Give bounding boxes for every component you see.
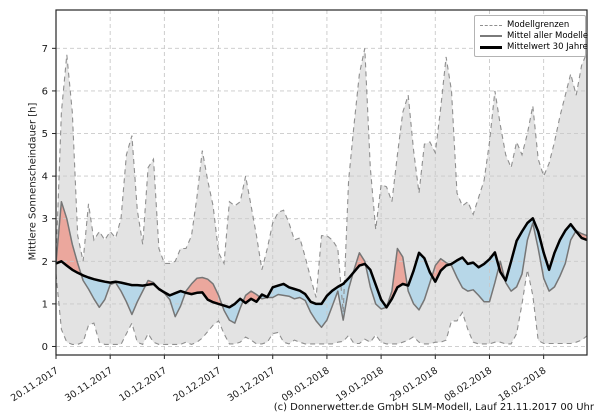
x-tick-label: 09.01.2018 xyxy=(280,365,332,404)
legend-item-model-mean: Mittel aller Modelle xyxy=(480,31,588,41)
y-tick-label: 7 xyxy=(42,44,48,55)
x-tick-label: 30.11.2017 xyxy=(63,365,115,404)
x-tick-label: 08.02.2018 xyxy=(442,365,494,404)
model-max-line xyxy=(55,48,588,313)
climate-mean-line xyxy=(55,217,588,309)
below-normal-fill xyxy=(449,252,499,302)
legend-label: Mittelwert 30 Jahre xyxy=(507,42,588,52)
y-tick-label: 5 xyxy=(42,129,48,140)
below-normal-fill xyxy=(407,252,432,310)
x-tick-label: 18.02.2018 xyxy=(497,365,549,404)
below-normal-fill xyxy=(158,289,186,317)
x-tick-label: 30.12.2017 xyxy=(226,365,278,404)
below-normal-fill xyxy=(504,218,576,292)
y-axis-label: Mittlere Sonnenscheindauer [h] xyxy=(27,102,39,261)
plot-frame xyxy=(55,9,588,356)
x-tick-label: 19.01.2018 xyxy=(334,365,386,404)
black-line-icon xyxy=(480,45,502,49)
y-tick-label: 3 xyxy=(42,214,48,225)
y-tick-label: 4 xyxy=(42,172,48,183)
chart-legend: Modellgrenzen Mittel aller Modelle Mitte… xyxy=(474,15,588,57)
anomaly-fills xyxy=(56,201,587,328)
x-tick-label: 29.01.2018 xyxy=(388,365,440,404)
x-tick-label: 20.12.2017 xyxy=(172,365,224,404)
legend-item-climate-mean: Mittelwert 30 Jahre xyxy=(480,42,588,52)
legend-label: Modellgrenzen xyxy=(507,20,570,30)
y-tick-label: 2 xyxy=(42,257,48,268)
legend-label: Mittel aller Modelle xyxy=(507,31,589,41)
model-min-line xyxy=(55,269,588,346)
below-normal-fill xyxy=(222,298,244,324)
below-normal-fill xyxy=(259,273,354,328)
copyright-caption: (c) Donnerwetter.de GmbH SLM-Modell, Lau… xyxy=(273,402,594,413)
gray-line-icon xyxy=(480,35,502,37)
dashed-line-icon xyxy=(480,24,502,26)
y-tick-label: 0 xyxy=(42,342,48,353)
x-tick-label: 10.12.2017 xyxy=(117,365,169,404)
above-normal-fill xyxy=(145,280,159,289)
below-normal-fill xyxy=(81,274,146,315)
y-tick-label: 6 xyxy=(42,86,48,97)
x-axis: 20.11.2017 30.11.2017 10.12.2017 20.12.2017… xyxy=(9,355,548,404)
y-tick-label: 1 xyxy=(42,299,48,310)
x-tick-label: 20.11.2017 xyxy=(9,365,61,404)
y-axis: 0 1 2 3 4 5 6 7 xyxy=(42,44,56,353)
legend-item-model-bounds: Modellgrenzen xyxy=(480,20,580,30)
